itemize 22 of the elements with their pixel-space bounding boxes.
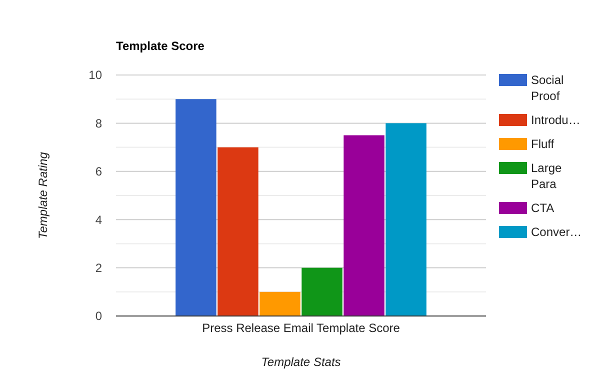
bar (302, 268, 342, 316)
legend-label: Introdu… (531, 113, 580, 127)
chart-title: Template Score (116, 39, 205, 53)
bar (176, 99, 216, 316)
x-tick-label: Press Release Email Template Score (202, 321, 400, 335)
bar (386, 123, 426, 316)
y-tick-label: 2 (95, 261, 102, 275)
y-axis-title: Template Rating (36, 152, 50, 239)
legend-label: Large Para (531, 161, 562, 191)
x-axis-title: Template Stats (261, 355, 341, 369)
y-tick-label: 8 (95, 116, 102, 130)
bar (344, 135, 384, 316)
legend-label: Social Proof (531, 73, 564, 103)
y-tick-label: 4 (95, 212, 102, 227)
bar (260, 292, 300, 316)
y-tick-label: 6 (95, 164, 102, 179)
legend-label: Conver… (531, 225, 582, 239)
y-tick-label: 0 (95, 309, 102, 324)
bar (218, 147, 258, 316)
legend-label: Fluff (531, 137, 555, 151)
y-tick-label: 10 (88, 68, 102, 82)
legend-label: CTA (531, 201, 554, 215)
